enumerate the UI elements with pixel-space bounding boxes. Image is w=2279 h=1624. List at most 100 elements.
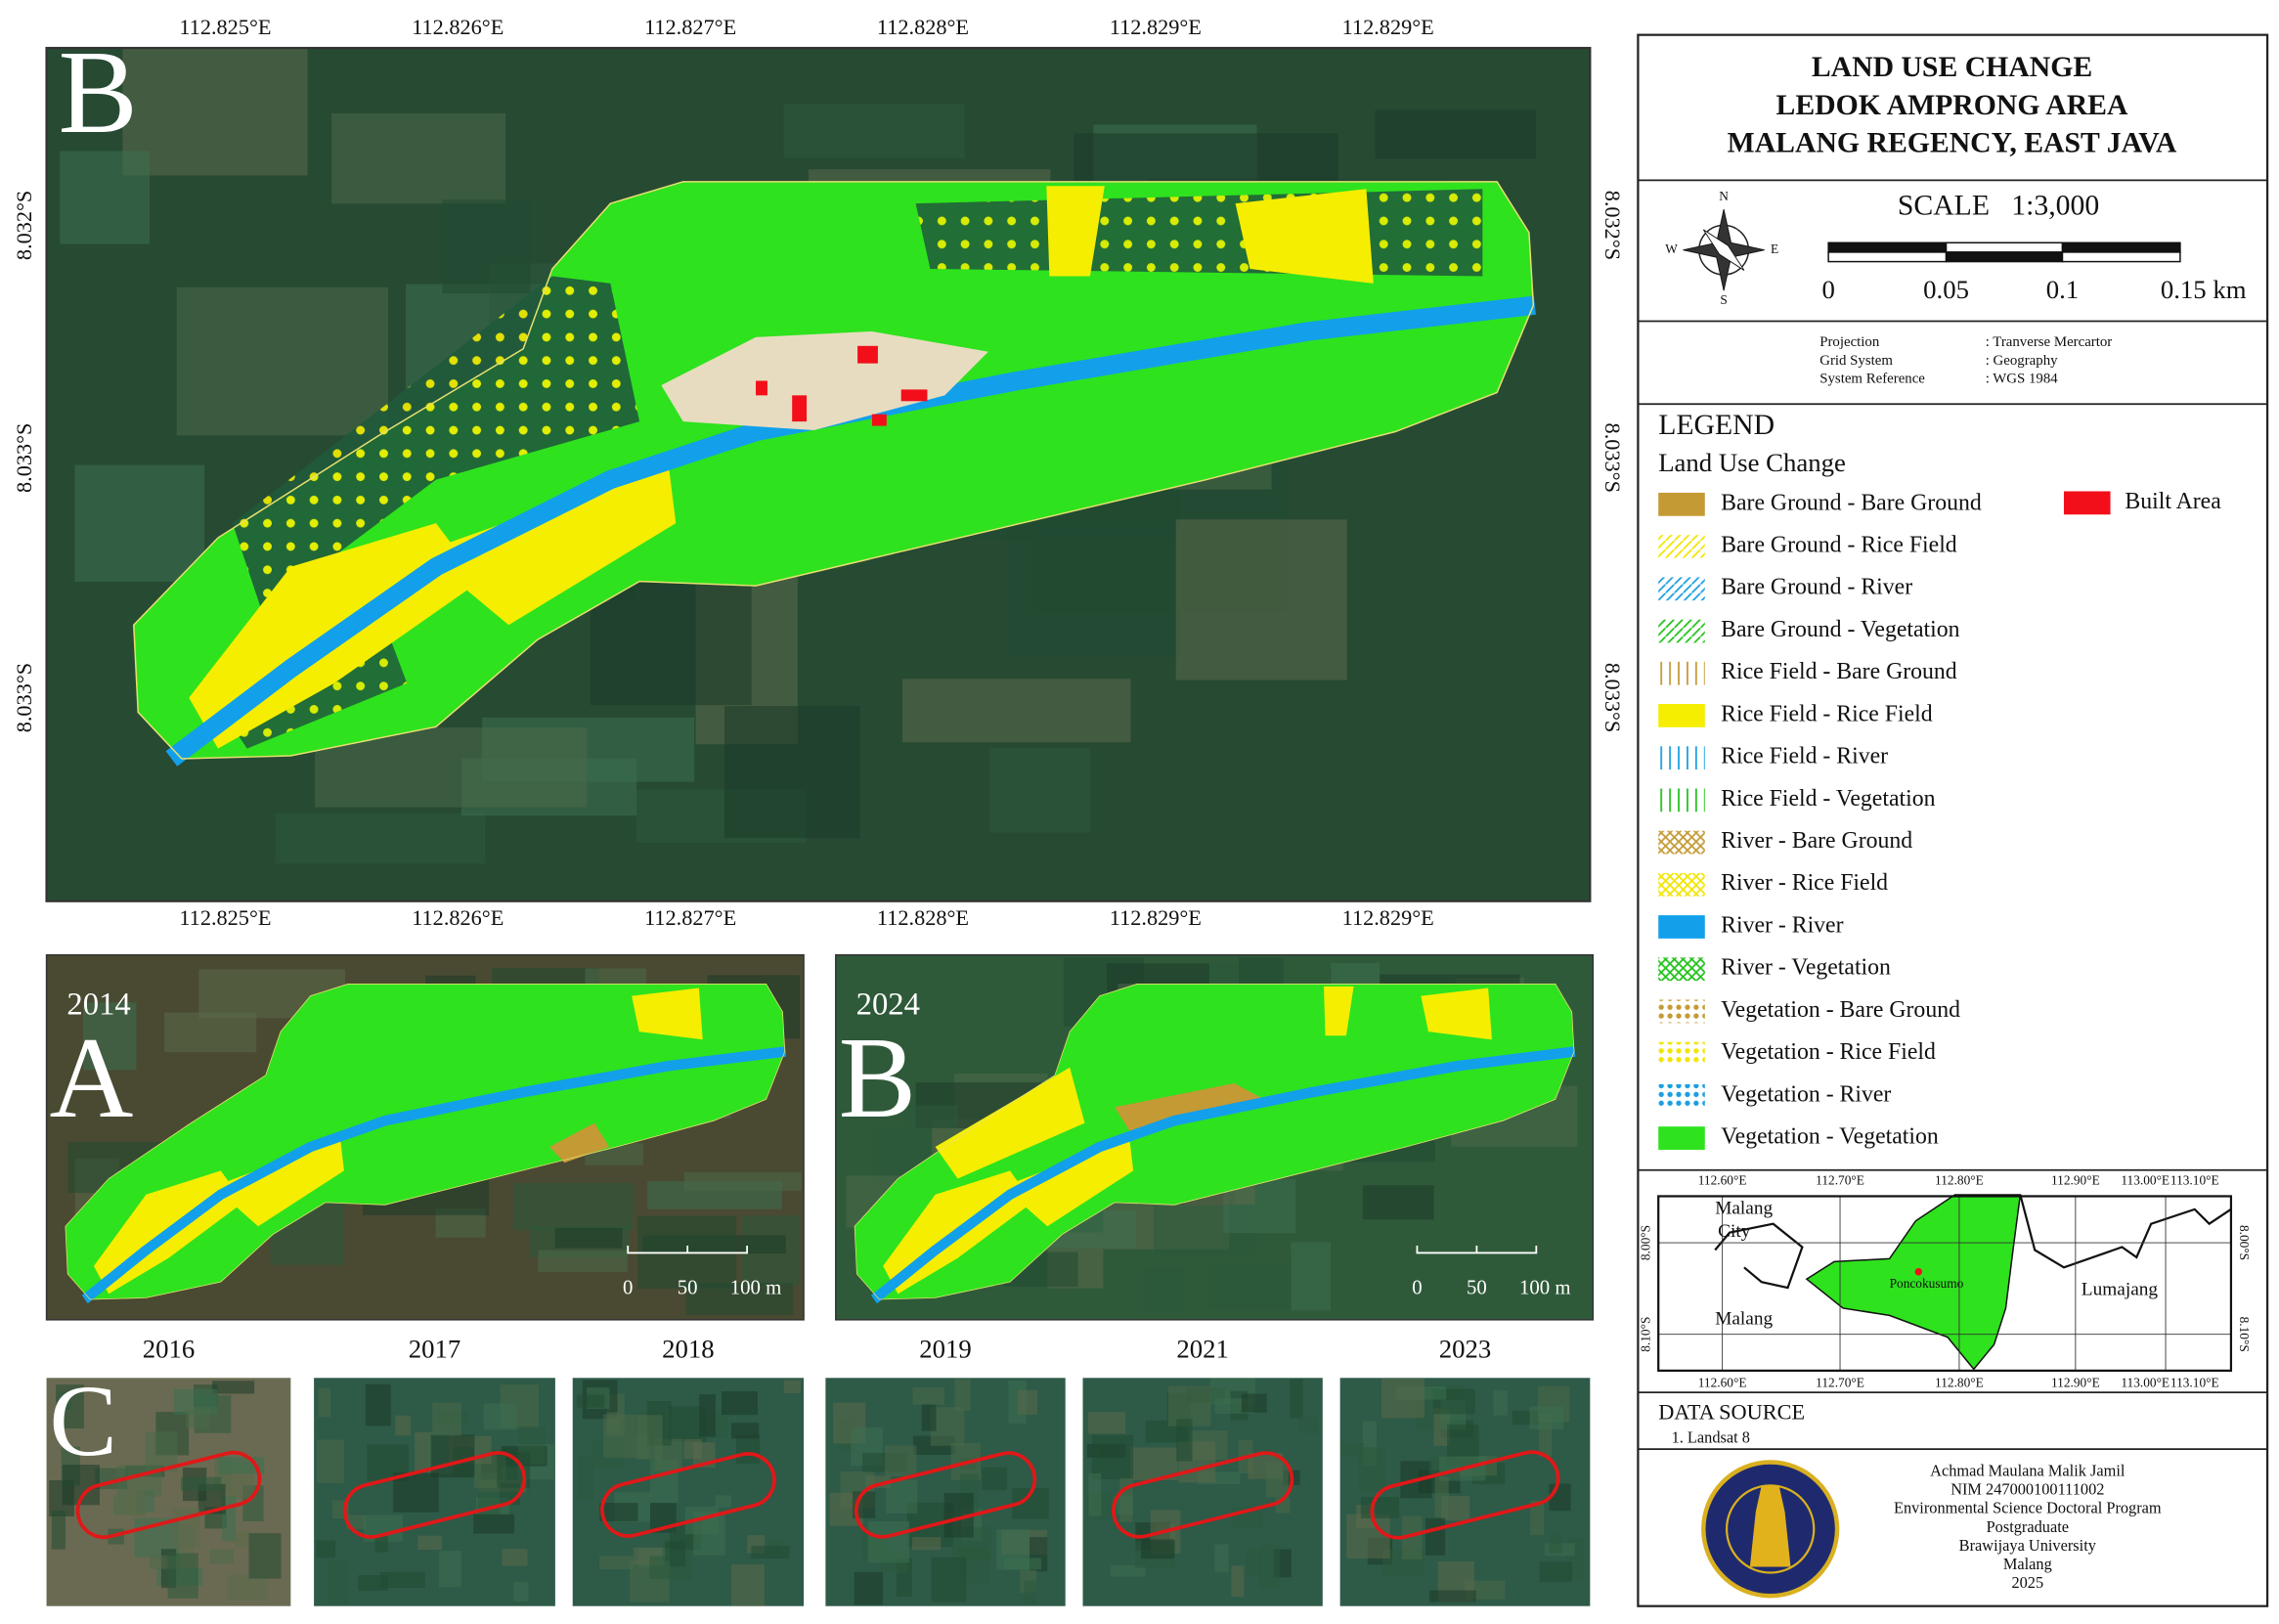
imagery-patch (1087, 1412, 1126, 1434)
legend-swatch (1658, 1083, 1705, 1108)
place-label: Poncokusumo (1890, 1276, 1964, 1291)
imagery-patch (417, 1535, 443, 1551)
legend-swatch (1658, 746, 1705, 770)
imagery-patch (1530, 1500, 1545, 1535)
top-lon-label: 112.825°E (179, 15, 271, 39)
imagery-patch (576, 1394, 604, 1408)
imagery-patch (1429, 1590, 1476, 1602)
imagery-patch (74, 464, 205, 582)
imagery-patch (167, 1553, 198, 1599)
imagery-patch (380, 1571, 425, 1589)
legend-label: Vegetation - River (1721, 1081, 1891, 1107)
river (870, 1046, 1576, 1304)
lumajang-border (2019, 1194, 2232, 1269)
legend-subtitle: Land Use Change (1658, 448, 1846, 477)
imagery-patch (988, 747, 1091, 833)
inset-tick: 112.80°E (1935, 1173, 1984, 1188)
imagery-patch (83, 1002, 137, 1071)
land-use-layer (65, 984, 787, 1304)
top-lon-label: 112.829°E (1342, 15, 1434, 39)
imagery-patch (996, 1529, 1030, 1570)
panel-label: B (58, 26, 137, 158)
legend-title: LEGEND (1658, 410, 1775, 441)
imagery-patch (884, 1445, 917, 1477)
imagery-patch (318, 1387, 330, 1418)
imagery-patch (1091, 1434, 1134, 1480)
panel-frame (835, 953, 1595, 1321)
scale-label: 0 (1412, 1275, 1422, 1298)
place-label: Malang (1715, 1198, 1773, 1218)
legend-swatch (1658, 1041, 1705, 1066)
imagery-patch (1207, 1262, 1298, 1310)
imagery-patch (502, 1549, 528, 1566)
imagery-patch (56, 1384, 84, 1428)
inset-tick: 8.10°S (2237, 1317, 2252, 1352)
panel-label: A (50, 1013, 134, 1142)
inset-tick: 112.90°E (2051, 1375, 2100, 1389)
vegetation-rice-field (915, 189, 1483, 277)
scale-label: 0 (1821, 275, 1834, 304)
imagery-patch (783, 1380, 801, 1393)
imagery-patch (636, 1415, 663, 1460)
imagery-patch (665, 1541, 686, 1567)
scale-label: 50 (678, 1275, 698, 1298)
imagery-patch (164, 1012, 257, 1053)
inset-frame (1657, 1195, 2233, 1372)
imagery-patch (1298, 1417, 1318, 1434)
compass-w: W (1665, 241, 1678, 256)
study-area-outline (342, 1451, 527, 1539)
compass-n: N (1719, 189, 1729, 203)
malang-city-border (1714, 1222, 1804, 1290)
built-area (756, 380, 767, 396)
compass-s: S (1720, 292, 1727, 307)
imagery-patch (723, 706, 860, 839)
imagery-patch (931, 1557, 967, 1602)
inset-tick: 8.10°S (1638, 1317, 1652, 1352)
legend-swatch (1658, 830, 1705, 855)
imagery-patch (1246, 1550, 1262, 1576)
scale-label: 100 m (1519, 1275, 1571, 1298)
title-line: MALANG REGENCY, EAST JAVA (1728, 127, 2177, 158)
scale-text: SCALE 1:3,000 (1898, 190, 2099, 221)
projection-value: : Tranverse Mercartor (1986, 334, 2113, 350)
built-area-group (661, 330, 988, 431)
imagery-patch (904, 1105, 958, 1128)
imagery-patch (393, 1472, 439, 1513)
built-area (900, 389, 928, 402)
imagery-patch (599, 1556, 634, 1570)
legend-swatch (1658, 957, 1705, 982)
projection-key: Projection (1819, 334, 1880, 350)
inset-tick: 113.00°E (2121, 1173, 2169, 1188)
imagery-patch (60, 151, 151, 244)
legend-label: Bare Ground - Vegetation (1721, 617, 1960, 642)
imagery-patch (731, 1564, 765, 1606)
imagery-patch (227, 1574, 269, 1602)
imagery-patch (911, 1537, 942, 1551)
built-area (792, 395, 808, 422)
rice-field (632, 988, 703, 1040)
imagery-patch (921, 1404, 937, 1431)
inset-tick: 112.70°E (1816, 1375, 1864, 1389)
imagery-patch (715, 1495, 731, 1508)
scale-segment (2061, 251, 2181, 263)
legend-swatch (1658, 492, 1705, 516)
left-lat-label: 8.033°S (12, 423, 36, 493)
scale-label: 0.15 km (2161, 275, 2247, 304)
timeline-imagery (46, 1378, 291, 1606)
legend-label: Bare Ground - Rice Field (1721, 533, 1957, 558)
imagery-patch (1539, 1561, 1573, 1582)
inset-tick: 8.00°S (2237, 1225, 2252, 1260)
vegetation-rice-field (232, 276, 640, 611)
imagery-patch (731, 1423, 760, 1439)
legend-label: River - Bare Ground (1721, 828, 1912, 854)
imagery-patch (1241, 1393, 1267, 1413)
imagery-patch (982, 1467, 1007, 1491)
imagery-patch (331, 112, 506, 204)
logo-figure (1749, 1485, 1791, 1567)
rice-field (213, 1138, 344, 1227)
imagery-patch (181, 1476, 222, 1492)
legend-swatch (1658, 619, 1705, 643)
imagery-patch (751, 1546, 790, 1559)
right-lat-label: 8.032°S (1600, 191, 1625, 260)
legend-label: Rice Field - Vegetation (1721, 786, 1935, 812)
